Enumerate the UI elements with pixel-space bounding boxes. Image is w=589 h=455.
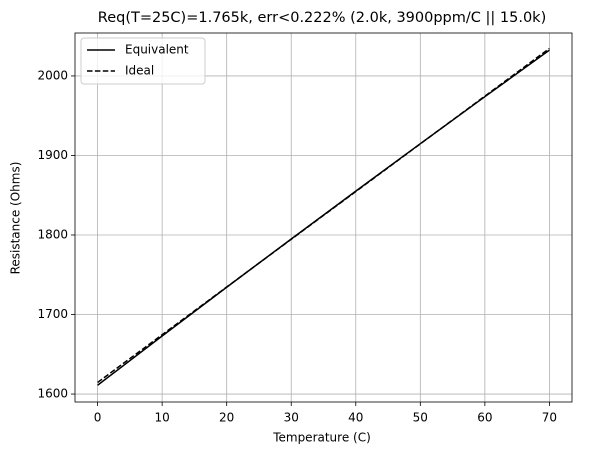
legend-label: Equivalent — [125, 43, 189, 57]
x-tick-label: 50 — [413, 411, 428, 425]
chart-title: Req(T=25C)=1.765k, err<0.222% (2.0k, 390… — [98, 10, 546, 26]
x-tick-label: 10 — [154, 411, 169, 425]
y-tick-label: 1700 — [37, 307, 68, 321]
x-tick-label: 40 — [348, 411, 363, 425]
y-axis-label: Resistance (Ohms) — [9, 162, 23, 275]
data-line — [97, 49, 550, 386]
x-tick-label: 70 — [542, 411, 557, 425]
data-line — [97, 47, 550, 384]
x-tick-label: 30 — [284, 411, 299, 425]
y-tick-label: 1900 — [37, 148, 68, 162]
y-tick-label: 1800 — [37, 227, 68, 241]
x-axis-label: Temperature (C) — [272, 431, 371, 445]
x-tick-label: 60 — [477, 411, 492, 425]
x-tick-label: 20 — [219, 411, 234, 425]
y-tick-label: 2000 — [37, 68, 68, 82]
plot-frame — [74, 32, 573, 403]
x-tick-label: 0 — [94, 411, 102, 425]
legend-label: Ideal — [125, 64, 154, 78]
y-tick-label: 1600 — [37, 387, 68, 401]
